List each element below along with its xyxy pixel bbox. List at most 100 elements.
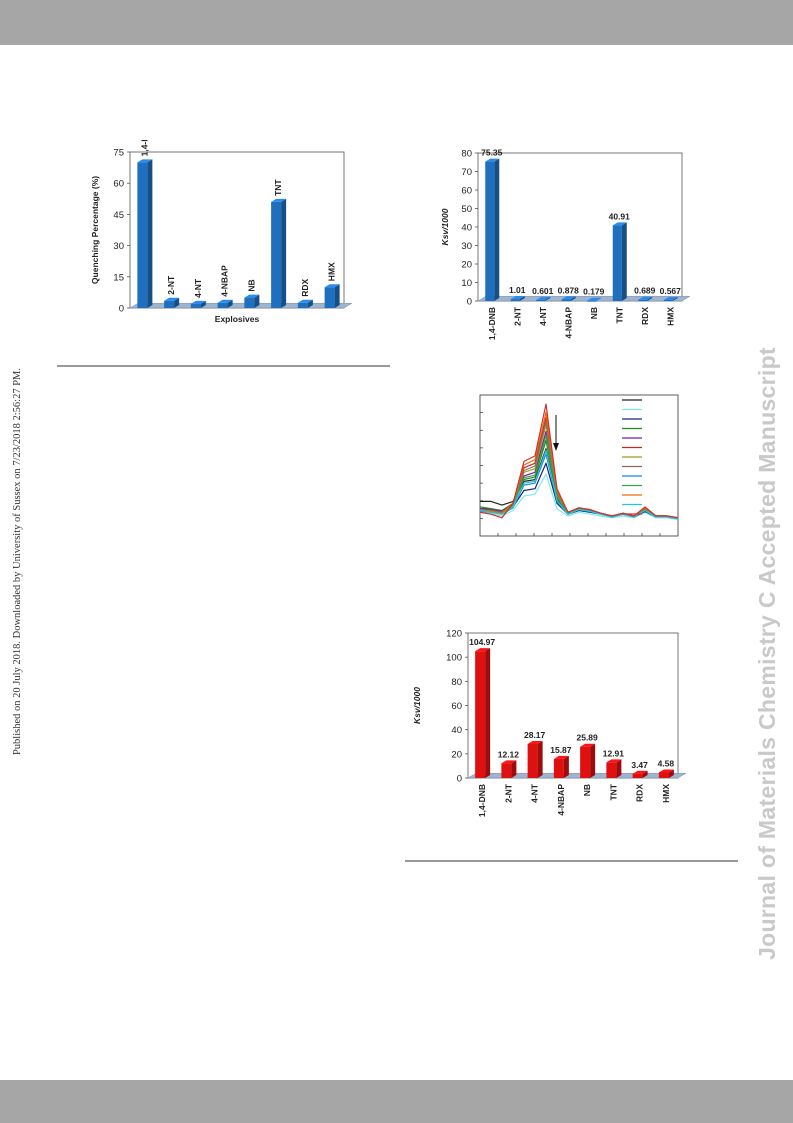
bar-top	[527, 740, 543, 744]
category-label: 1,4-DNB	[487, 307, 497, 340]
y-tick-label: 0	[457, 774, 462, 785]
bar-side	[590, 743, 596, 778]
y-tick-label: 15	[113, 272, 124, 283]
value-label: 15.87	[550, 745, 572, 755]
y-tick-label: 10	[461, 278, 472, 289]
bar	[190, 303, 201, 308]
bar-side	[281, 198, 287, 308]
y-tick-label: 75	[113, 148, 124, 159]
category-label: 2-NT	[166, 275, 176, 295]
bar	[475, 651, 486, 778]
y-tick-label: 30	[113, 241, 124, 252]
category-label: TNT	[614, 306, 624, 323]
bar-side	[545, 296, 551, 301]
value-label: 3.47	[631, 760, 648, 770]
category-label: 1,4-DNB	[139, 140, 149, 156]
bar-top	[475, 648, 491, 652]
category-label: RDX	[635, 784, 645, 802]
y-tick-label: 100	[446, 653, 462, 664]
value-label: 1.01	[509, 285, 526, 295]
journal-watermark: Journal of Materials Chemistry C Accepte…	[754, 347, 780, 960]
bar-side	[254, 294, 260, 308]
bar	[501, 763, 512, 778]
publication-notice: Published on 20 July 2018. Downloaded by…	[12, 0, 31, 1123]
header-band	[0, 0, 793, 45]
bar-side	[334, 284, 340, 308]
y-axis-title: Ksv/1000	[412, 687, 422, 724]
figure-divider-right	[405, 860, 738, 862]
y-tick-label: 120	[446, 629, 462, 640]
bar	[485, 161, 495, 301]
plot-frame	[477, 152, 683, 302]
figure-divider-left	[57, 365, 390, 367]
bar-top	[658, 769, 674, 773]
y-tick-label: 0	[119, 304, 124, 315]
chart-ksv-red: 0 20 40 60 80 100 120 1,4-DNB 104.97 2-NT 12.12 4-N…	[412, 629, 687, 817]
category-label: HMX	[327, 262, 337, 281]
bar-top	[561, 296, 576, 300]
plot-frame	[129, 151, 345, 309]
category-label: 4-NT	[193, 278, 203, 298]
bar	[271, 201, 282, 308]
category-label: 4-NT	[538, 306, 548, 326]
bar	[658, 772, 669, 778]
value-label: 0.179	[583, 287, 605, 297]
bar-top	[553, 755, 569, 759]
chart-quenching-percentage: 0 15 30 45 60 75 1,4-DNB 2-NT 4-NT 4-NBAP NB TNT RDX…	[90, 140, 353, 324]
bar-top	[612, 222, 627, 226]
value-label: 12.91	[603, 748, 625, 758]
spectrum-line	[479, 473, 679, 521]
bar-side	[537, 740, 543, 778]
plot-floor	[129, 302, 353, 309]
bar	[324, 287, 335, 308]
bar	[510, 299, 520, 301]
value-label: 25.89	[576, 733, 598, 743]
chart-ksv-blue: 0 10 20 30 40 50 60 70 80 1,4-DNB 75.35 2-NT 1.01 4-N…	[440, 148, 690, 340]
bar	[612, 225, 622, 301]
bar-top	[217, 299, 233, 303]
bar-top	[244, 294, 260, 298]
bar	[587, 300, 597, 302]
spectrum-line	[479, 449, 679, 520]
y-tick-label: 40	[461, 223, 472, 234]
category-label: NB	[246, 279, 256, 291]
bar-side	[596, 297, 602, 301]
y-axis-title: Quenching Percentage (%)	[90, 176, 100, 284]
bar-side	[668, 769, 674, 778]
bar-side	[647, 296, 653, 301]
value-label: 0.567	[660, 286, 682, 296]
category-label: RDX	[300, 279, 310, 297]
bar	[663, 299, 673, 301]
bar-top	[324, 284, 340, 288]
bar-top	[271, 198, 287, 202]
y-tick-label: 30	[461, 241, 472, 252]
y-tick-label: 60	[113, 179, 124, 190]
value-label: 104.97	[469, 637, 495, 647]
spectrum-line	[479, 403, 679, 519]
value-label: 40.91	[609, 211, 631, 221]
category-label: HMX	[661, 784, 671, 803]
quench-arrow-head	[553, 443, 559, 451]
bar-side	[494, 158, 500, 301]
bar-side	[147, 159, 153, 308]
plot-frame	[479, 394, 679, 537]
bar	[217, 302, 228, 308]
bar-side	[642, 770, 648, 778]
value-label: 0.601	[532, 286, 554, 296]
chart-emission-spectra	[479, 394, 679, 537]
bar	[297, 302, 308, 308]
bar-top	[587, 297, 602, 301]
footer-band	[0, 1080, 793, 1123]
bar-side	[485, 648, 491, 778]
bar-top	[580, 743, 596, 747]
value-label: 0.689	[634, 286, 656, 296]
category-label: 4-NBAP	[220, 265, 230, 297]
bar-top	[137, 159, 153, 163]
bar-top	[501, 760, 517, 764]
value-label: 4.58	[658, 758, 675, 768]
y-tick-label: 80	[451, 677, 462, 688]
y-tick-label: 70	[461, 167, 472, 178]
y-tick-label: 20	[451, 749, 462, 760]
bar	[137, 162, 148, 308]
bar-top	[297, 299, 313, 303]
